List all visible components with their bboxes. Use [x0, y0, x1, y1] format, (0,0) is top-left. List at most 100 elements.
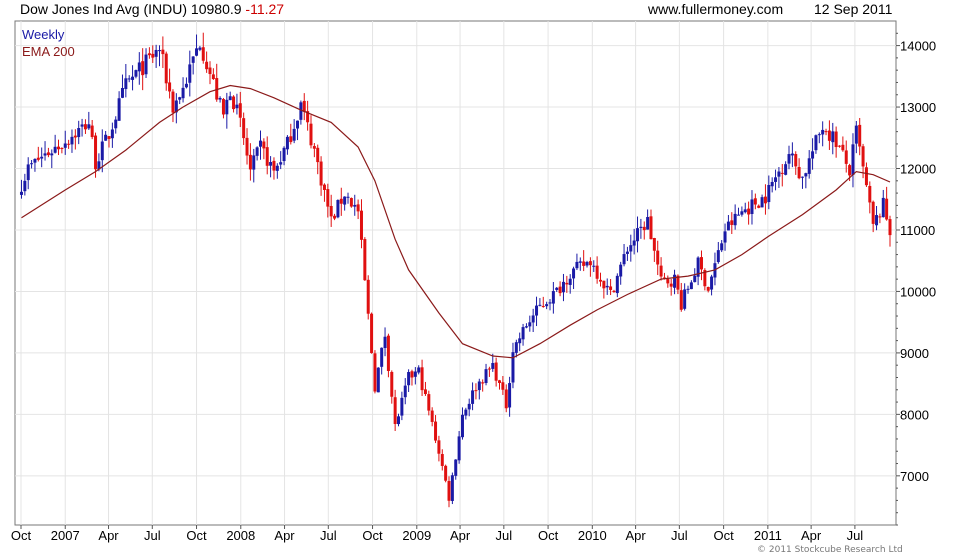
candle-body: [662, 277, 666, 279]
candle-body: [440, 454, 444, 466]
candle-body: [188, 64, 192, 83]
candle-body: [575, 261, 579, 269]
candle-body: [588, 261, 592, 266]
candle-body: [137, 62, 141, 72]
x-tick-label: Apr: [274, 528, 295, 543]
x-tick-label: Jul: [671, 528, 688, 543]
candle-body: [94, 135, 98, 170]
candle-body: [434, 421, 438, 441]
candle-body: [504, 389, 508, 409]
candle-body: [861, 146, 865, 167]
candle-body: [548, 302, 552, 304]
candle-body: [255, 147, 259, 156]
x-tick-label: 2011: [754, 528, 782, 543]
candle-body: [131, 76, 135, 80]
candle-body: [612, 290, 616, 293]
candle-body: [215, 78, 219, 100]
y-tick-label: 13000: [900, 100, 936, 115]
candle-body: [871, 201, 875, 224]
candle-body: [518, 338, 522, 344]
website-link[interactable]: www.fullermoney.com: [648, 1, 784, 17]
candle-body: [46, 152, 50, 156]
candle-body: [598, 279, 602, 282]
candle-body: [699, 257, 703, 270]
candle-body: [120, 88, 124, 98]
candle-body: [349, 198, 353, 207]
candle-body: [609, 286, 613, 290]
candle-body: [659, 265, 663, 277]
candle-body: [753, 198, 757, 205]
candle-body: [686, 288, 690, 290]
candle-body: [373, 353, 377, 392]
candle-body: [565, 282, 569, 285]
candle-body: [413, 371, 417, 377]
candle-body: [363, 239, 367, 281]
candle-body: [514, 342, 518, 353]
candle-body: [198, 47, 202, 50]
candle-body: [134, 70, 138, 77]
candle-body: [168, 82, 172, 92]
candle-body: [322, 184, 326, 190]
candle-body: [716, 250, 720, 263]
x-tick-label: Jul: [496, 528, 513, 543]
candle-body: [885, 198, 889, 220]
candle-body: [339, 198, 343, 204]
x-tick-label: Jul: [847, 528, 864, 543]
copyright-text: © 2011 Stockcube Research Ltd: [757, 545, 903, 555]
candle-body: [669, 283, 673, 287]
candle-body: [794, 154, 798, 167]
candle-body: [454, 459, 458, 476]
candle-body: [87, 124, 91, 129]
x-tick-label: Apr: [450, 528, 471, 543]
candle-body: [312, 146, 316, 149]
candle-body: [272, 160, 276, 171]
candle-body: [30, 163, 34, 165]
candle-body: [555, 287, 559, 290]
candle-body: [211, 74, 215, 80]
candle-body: [757, 205, 761, 208]
candle-body: [703, 270, 707, 287]
y-tick-label: 11000: [900, 223, 935, 238]
candle-body: [356, 204, 360, 212]
candle-body: [605, 285, 609, 288]
ema-layer: [21, 84, 891, 359]
candle-body: [417, 367, 421, 373]
candle-body: [195, 48, 199, 56]
legend-ema: EMA 200: [22, 44, 75, 59]
candle-body: [235, 104, 239, 109]
grid: [15, 21, 896, 525]
candle-body: [831, 131, 835, 143]
candle-body: [161, 49, 165, 55]
candle-body: [238, 103, 242, 118]
candle-body: [26, 164, 30, 181]
candle-body: [875, 215, 879, 226]
candle-body: [269, 161, 273, 166]
candle-body: [33, 158, 37, 163]
plot-area: [14, 20, 897, 526]
candle-body: [743, 209, 747, 213]
candle-body: [652, 237, 656, 251]
candle-body: [817, 134, 821, 136]
candle-body: [639, 226, 643, 228]
candle-body: [585, 262, 589, 266]
candle-body: [656, 250, 660, 265]
chart-title: Dow Jones Ind Avg (INDU) 10980.9 -11.27: [20, 0, 284, 18]
candle-body: [531, 315, 535, 323]
candle-body: [386, 335, 390, 372]
x-tick-label: Oct: [713, 528, 734, 543]
candle-body: [524, 326, 528, 328]
candle-body: [878, 216, 882, 218]
candle-body: [110, 129, 114, 139]
candle-body: [228, 96, 232, 101]
candle-body: [710, 276, 714, 290]
candle-body: [444, 465, 448, 481]
candle-body: [477, 381, 481, 391]
candle-body: [491, 363, 495, 369]
candle-body: [450, 475, 454, 501]
candle-body: [683, 289, 687, 309]
y-tick-label: 7000: [900, 469, 929, 484]
candle-body: [538, 304, 542, 306]
y-tick-label: 8000: [900, 407, 929, 422]
candle-body: [292, 128, 296, 141]
candle-body: [23, 180, 27, 192]
